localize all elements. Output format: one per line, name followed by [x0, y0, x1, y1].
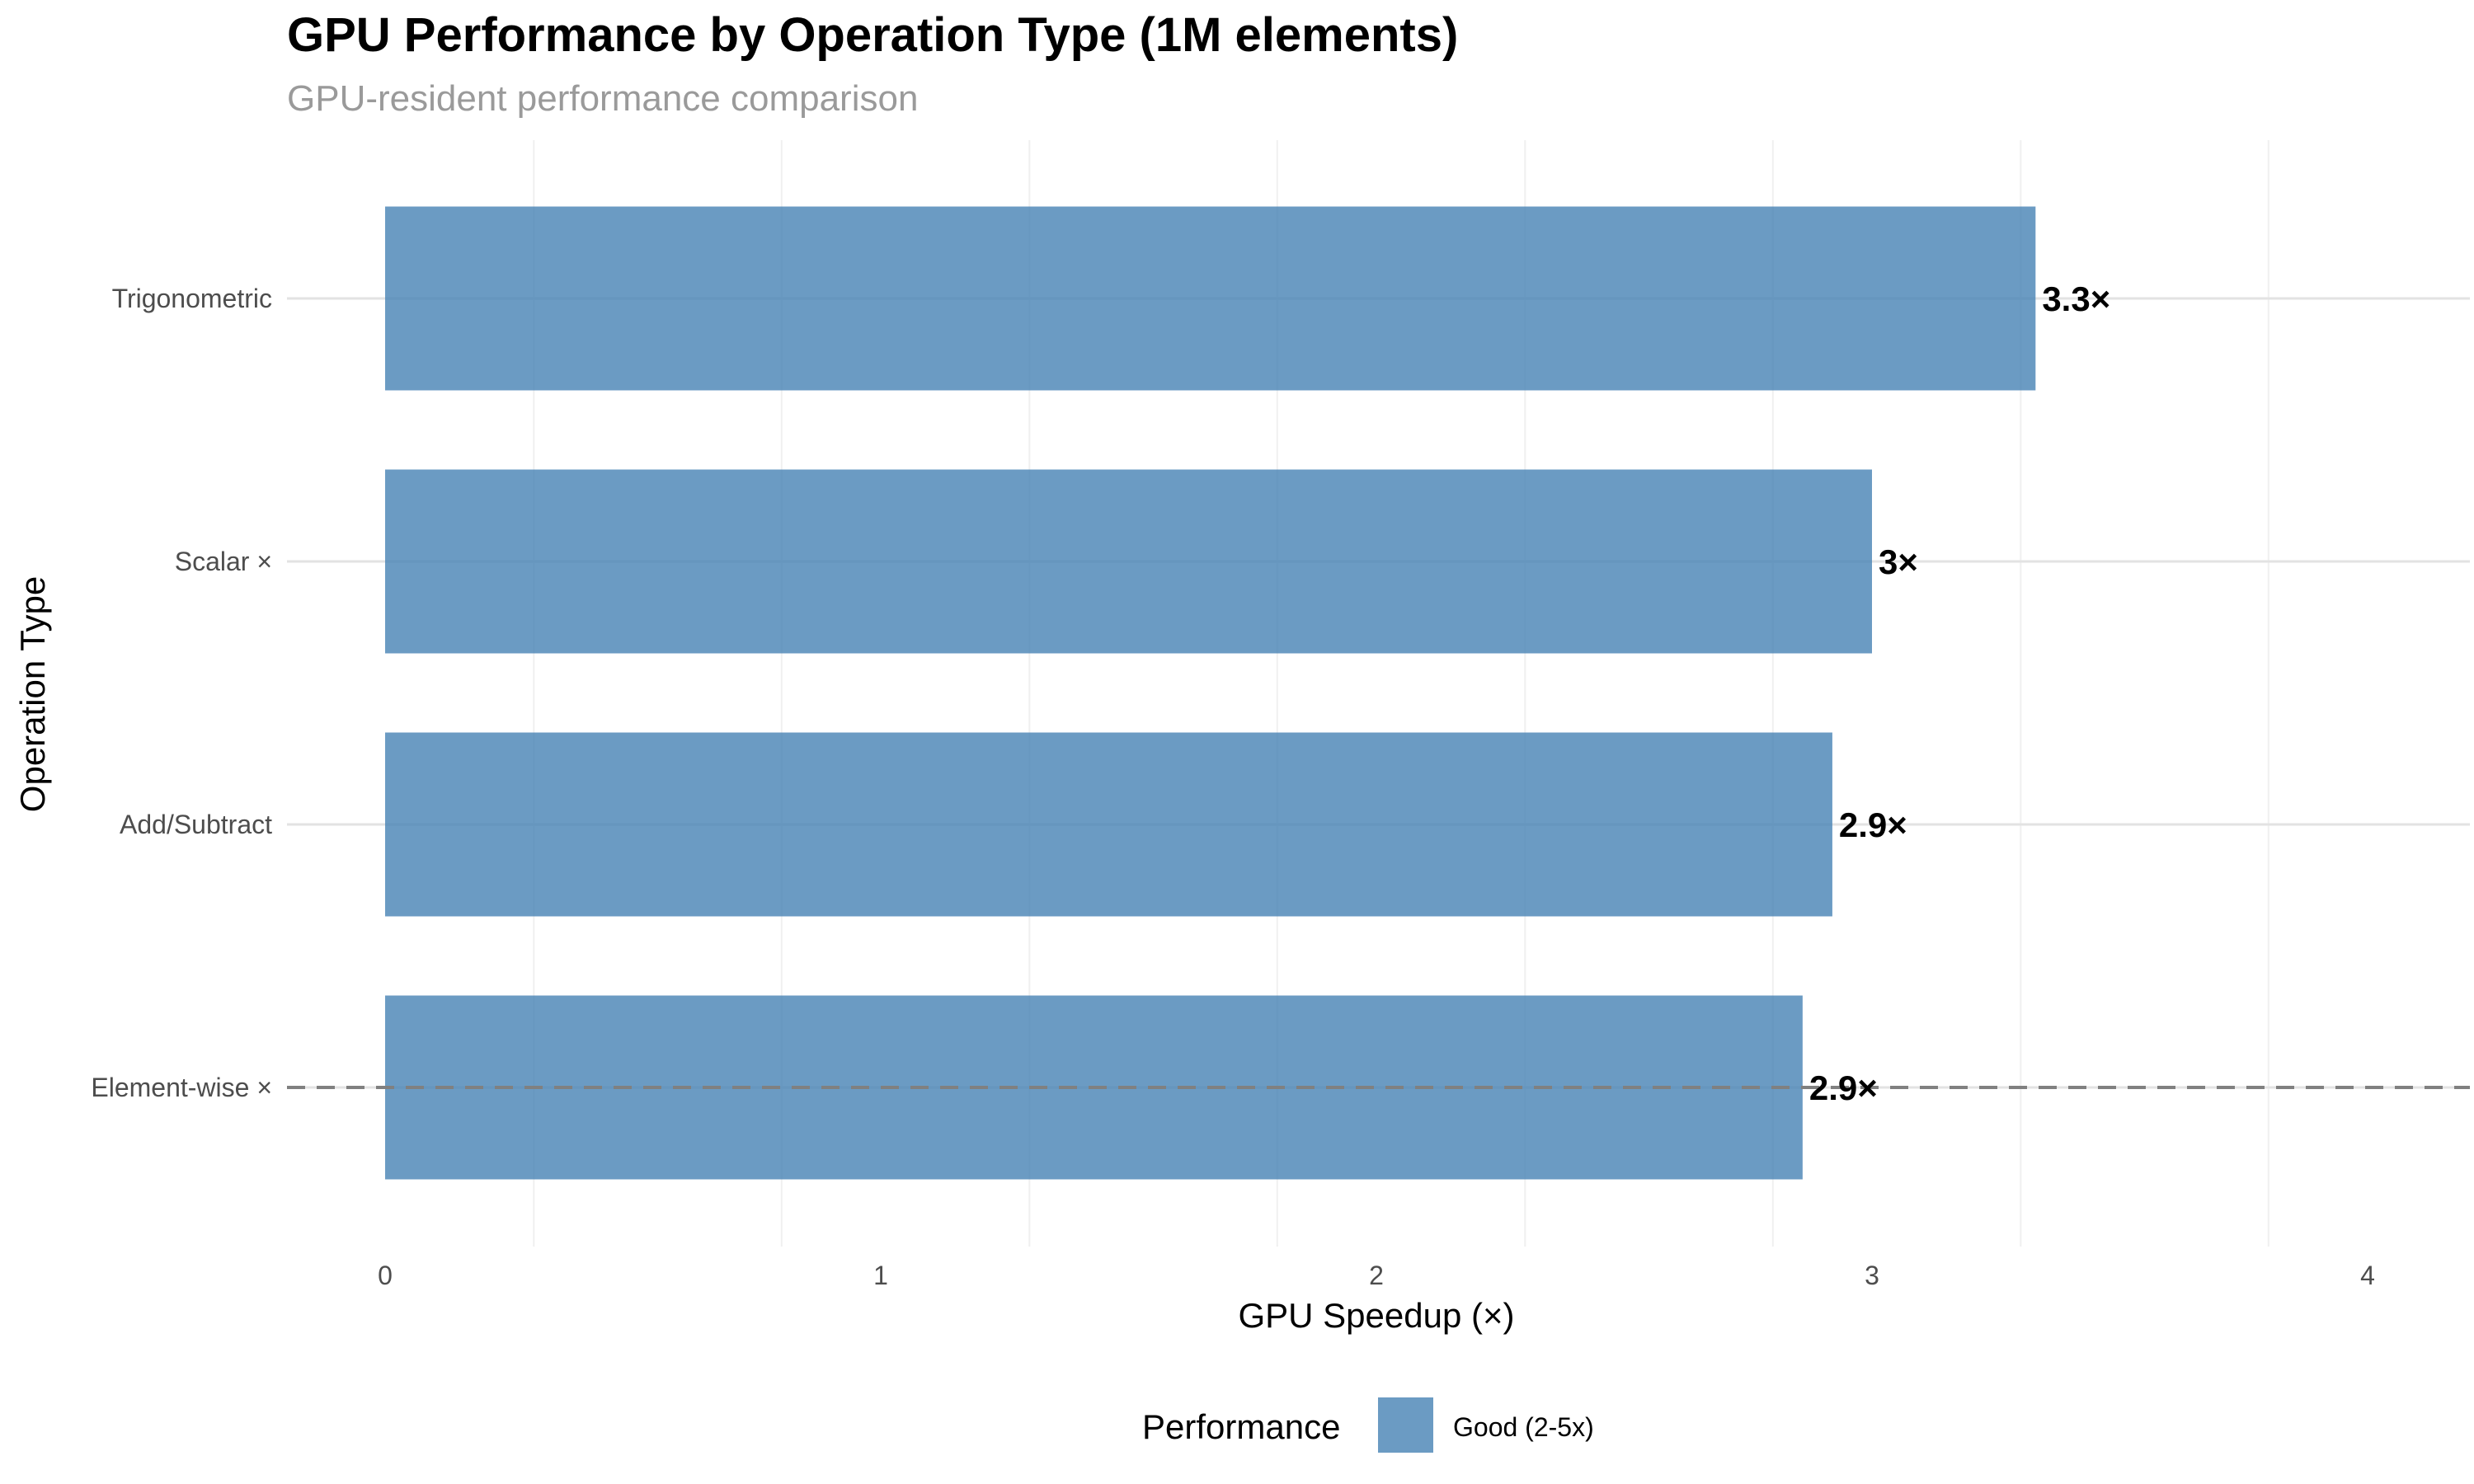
y-tick-label-3: Scalar ×: [175, 547, 272, 576]
y-axis-title: Operation Type: [13, 576, 52, 812]
bars: [385, 206, 2036, 1180]
data-labels: 2.9× 2.9× 3× 3.3×: [287, 279, 2470, 1107]
legend-swatch: [1378, 1397, 1433, 1453]
legend: Performance Good (2-5x): [1142, 1397, 1594, 1453]
bar-2: [385, 732, 1832, 917]
y-tick-label-2: Add/Subtract: [120, 810, 272, 839]
x-tick-label-4: 3: [1865, 1261, 1879, 1290]
y-tick-label-4: Trigonometric: [112, 284, 272, 313]
y-tick-label-1: Element-wise ×: [91, 1073, 272, 1102]
bar-3: [385, 469, 1872, 654]
legend-label: Good (2-5x): [1453, 1412, 1594, 1442]
x-axis-title: GPU Speedup (×): [1238, 1296, 1514, 1335]
data-label-2: 2.9×: [1839, 805, 1907, 844]
x-tick-label-1: 0: [378, 1261, 393, 1290]
chart-title: GPU Performance by Operation Type (1M el…: [287, 8, 1458, 62]
x-tick-label-3: 2: [1369, 1261, 1384, 1290]
data-label-1: 2.9×: [1809, 1068, 1878, 1107]
legend-title: Performance: [1142, 1407, 1340, 1446]
x-tick-label-2: 1: [873, 1261, 888, 1290]
data-label-3: 3×: [1879, 542, 1918, 581]
x-tick-label-5: 4: [2360, 1261, 2375, 1290]
chart-subtitle: GPU-resident performance comparison: [287, 78, 918, 119]
y-axis-ticks: Element-wise × Add/Subtract Scalar × Trigon…: [91, 284, 272, 1102]
data-label-4: 3.3×: [2042, 279, 2110, 318]
bar-4: [385, 206, 2036, 391]
x-axis-ticks: 0 1 2 3 4: [378, 1261, 2375, 1290]
